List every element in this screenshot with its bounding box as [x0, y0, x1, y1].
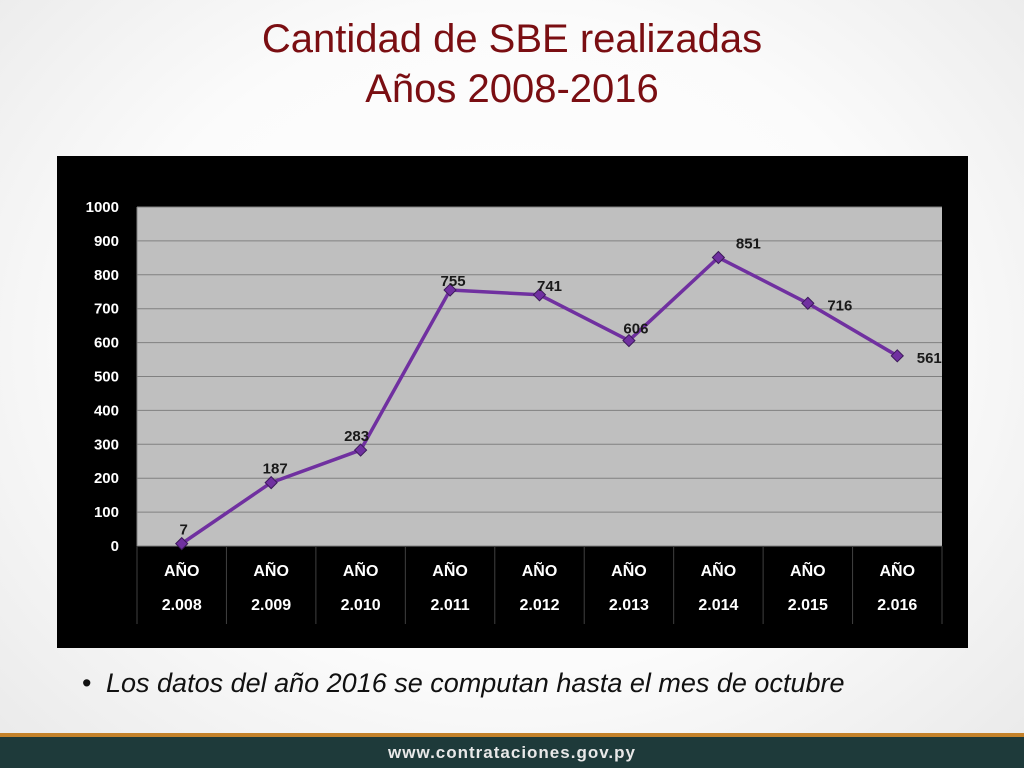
x-tick-label-line2: 2.009 — [251, 597, 291, 614]
x-tick-label-line2: 2.015 — [788, 597, 828, 614]
bullet-icon: • — [82, 668, 92, 698]
y-tick-label: 500 — [94, 369, 119, 386]
line-chart: 0 100 200 300 400 500 600 700 800 900 1000 AÑO 2.008… — [57, 156, 968, 648]
x-tick-label-line1: AÑO — [701, 560, 737, 580]
x-tick-label-line2: 2.013 — [609, 597, 649, 614]
y-tick-label: 100 — [94, 504, 119, 521]
x-tick-label-line1: AÑO — [790, 560, 826, 580]
y-tick-label: 900 — [94, 233, 119, 250]
chart-svg: 0 100 200 300 400 500 600 700 800 900 1000 AÑO 2.008… — [86, 199, 943, 624]
y-tick-label: 0 — [111, 538, 119, 555]
x-tick-label-line2: 2.010 — [341, 597, 381, 614]
x-tick-label-line1: AÑO — [343, 560, 379, 580]
title-line-2: Años 2008-2016 — [365, 67, 659, 111]
y-tick-label: 600 — [94, 335, 119, 352]
data-point-marker — [890, 349, 904, 363]
data-label: 851 — [736, 236, 761, 253]
x-tick-label-line1: AÑO — [164, 560, 200, 580]
x-tick-label-line1: AÑO — [611, 560, 647, 580]
footnote-text: Los datos del año 2016 se computan hasta… — [106, 668, 845, 698]
data-label: 741 — [537, 278, 562, 295]
data-label: 755 — [441, 273, 466, 290]
data-label: 561 — [917, 350, 942, 367]
y-tick-label: 200 — [94, 470, 119, 487]
data-point-marker — [175, 536, 189, 551]
data-label: 7 — [180, 522, 188, 539]
data-point-marker — [801, 296, 815, 310]
data-label: 606 — [623, 321, 648, 338]
data-point-marker — [711, 250, 726, 265]
x-tick-label-line1: AÑO — [879, 560, 915, 580]
footer-bar: www.contrataciones.gov.py — [0, 733, 1024, 768]
x-tick-label-line2: 2.012 — [519, 597, 559, 614]
data-point-marker — [264, 475, 278, 490]
x-tick-label-line1: AÑO — [432, 560, 468, 580]
data-label: 283 — [344, 428, 369, 445]
y-tick-label: 800 — [94, 267, 119, 284]
data-point-marker — [443, 283, 457, 297]
x-tick-label-line2: 2.008 — [162, 597, 202, 614]
data-point-marker — [353, 443, 368, 457]
data-point-marker — [622, 333, 636, 348]
x-tick-label-line1: AÑO — [522, 560, 558, 580]
y-tick-label: 700 — [94, 301, 119, 318]
y-tick-label: 400 — [94, 402, 119, 419]
y-tick-label: 300 — [94, 436, 119, 453]
data-label: 716 — [827, 297, 852, 314]
footer-url: www.contrataciones.gov.py — [388, 743, 636, 762]
data-point-marker — [532, 288, 547, 302]
title-line-1: Cantidad de SBE realizadas — [261, 17, 763, 61]
slide-title: Cantidad de SBE realizadas Años 2008-201… — [0, 14, 1024, 114]
x-tick-label-line2: 2.014 — [698, 597, 738, 614]
data-label: 187 — [263, 461, 288, 478]
x-tick-label-line2: 2.011 — [430, 597, 469, 614]
x-tick-label-line1: AÑO — [253, 560, 289, 580]
footnote: • Los datos del año 2016 se computan hast… — [82, 668, 982, 699]
x-tick-label-line2: 2.016 — [877, 597, 917, 614]
y-tick-label: 1000 — [86, 199, 119, 216]
